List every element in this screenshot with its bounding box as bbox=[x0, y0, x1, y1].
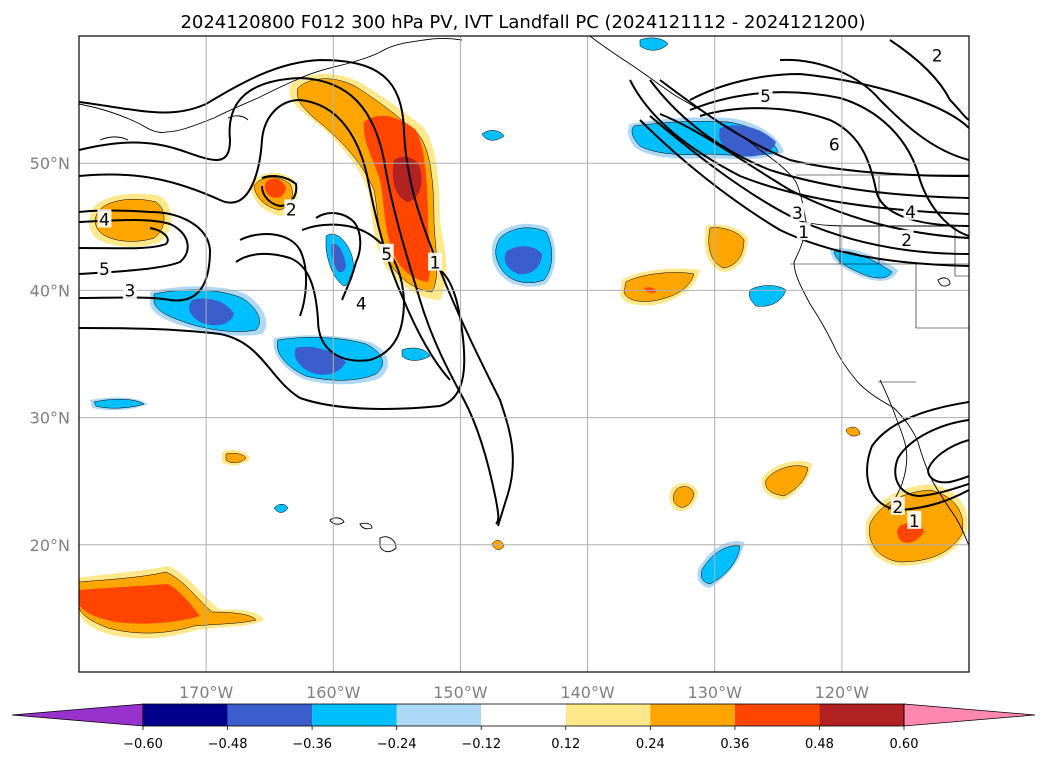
map-frame bbox=[78, 35, 970, 673]
y-tick-label: 20°N bbox=[30, 536, 70, 555]
chart-title: 2024120800 F012 300 hPa PV, IVT Landfall… bbox=[180, 12, 865, 33]
contour-label-bg bbox=[379, 243, 394, 262]
colorbar-segment bbox=[143, 704, 228, 726]
colorbar-tick-label: −0.48 bbox=[208, 737, 248, 752]
positive-anomaly-central bbox=[222, 224, 861, 550]
colorbar-tick-label: 0.24 bbox=[636, 737, 665, 752]
negative-anomaly-central bbox=[90, 37, 669, 513]
contour-label: 2 bbox=[932, 46, 943, 66]
contour-label: 6 bbox=[829, 135, 840, 155]
colorbar-segment bbox=[565, 704, 651, 726]
contour-label-bg bbox=[890, 496, 905, 515]
colorbar-tick-label: −0.24 bbox=[377, 737, 417, 752]
x-tick-label: 120°W bbox=[815, 683, 870, 702]
colorbar-tick-label: 0.48 bbox=[805, 737, 834, 752]
x-tick-label: 150°W bbox=[433, 683, 488, 702]
positive-anomaly-southwest bbox=[79, 566, 264, 639]
y-axis-tick-labels: 20°N 30°N 40°N 50°N bbox=[30, 154, 70, 555]
contour-label: 4 bbox=[99, 210, 110, 230]
contour-label-bg bbox=[899, 229, 914, 248]
colorbar-segment bbox=[396, 704, 482, 726]
colorbar-outline bbox=[142, 703, 905, 727]
colorbar-tick-label: −0.12 bbox=[461, 737, 501, 752]
colorbar-tick-label: 0.12 bbox=[551, 737, 580, 752]
colorbar-tick-label: 0.36 bbox=[720, 737, 749, 752]
map-background bbox=[79, 36, 969, 672]
contour-label-bg bbox=[796, 222, 811, 241]
coastlines bbox=[79, 36, 969, 553]
gridlines bbox=[79, 36, 969, 672]
x-tick-label: 170°W bbox=[179, 683, 234, 702]
contour-label-bg bbox=[97, 259, 112, 278]
contour-label: 1 bbox=[798, 223, 809, 243]
contour-label: 5 bbox=[99, 260, 110, 280]
colorbar-segment bbox=[481, 704, 566, 726]
contour-label: 1 bbox=[909, 512, 920, 532]
contour-label: 2 bbox=[892, 498, 903, 518]
contour-label-bg bbox=[428, 252, 442, 271]
colorbar-segment bbox=[819, 704, 904, 726]
contour-label-bg bbox=[827, 134, 842, 153]
political-borders bbox=[790, 174, 969, 383]
colorbar-tick-label: −0.60 bbox=[123, 737, 163, 752]
contour-label: 3 bbox=[124, 282, 135, 302]
colorbar-segment bbox=[227, 704, 313, 726]
contour-label: 1 bbox=[430, 254, 441, 274]
colorbar-tick-label: −0.36 bbox=[292, 737, 332, 752]
contour-label: 4 bbox=[356, 294, 367, 314]
contour-label-bg bbox=[930, 45, 945, 64]
contour-label: 2 bbox=[286, 200, 297, 220]
contour-label: 5 bbox=[381, 245, 392, 265]
contour-label: 4 bbox=[905, 203, 916, 223]
colorbar-segment bbox=[734, 704, 820, 726]
colorbar-extend-min bbox=[11, 703, 144, 727]
y-tick-label: 40°N bbox=[30, 281, 70, 300]
contour-label-bg bbox=[354, 293, 369, 312]
contour-label-bg bbox=[903, 201, 918, 220]
contour-label-bg bbox=[122, 280, 137, 299]
contour-label: 2 bbox=[901, 231, 912, 251]
contour-label-bg bbox=[907, 510, 922, 529]
x-axis-tick-labels: 170°W 160°W 150°W 140°W 130°W 120°W bbox=[179, 683, 869, 702]
colorbar-segment bbox=[650, 704, 735, 726]
x-tick-label: 130°W bbox=[688, 683, 743, 702]
y-tick-label: 30°N bbox=[30, 409, 70, 428]
contour-label-bg bbox=[790, 203, 805, 222]
colorbar-tick-labels: −0.60 −0.48 −0.36 −0.24 −0.12 0.12 0.24 0.36 0.4… bbox=[123, 737, 918, 752]
contour-label: 5 bbox=[760, 87, 771, 107]
x-tick-label: 160°W bbox=[306, 683, 361, 702]
contour-label-bg bbox=[97, 209, 112, 228]
contour-label-bg bbox=[284, 199, 299, 218]
y-tick-label: 50°N bbox=[30, 154, 70, 173]
colorbar-tick-label: 0.60 bbox=[890, 737, 919, 752]
colorbar-segment bbox=[312, 704, 397, 726]
contour-label: 3 bbox=[792, 204, 803, 224]
pv-contours bbox=[79, 39, 969, 527]
x-tick-label: 140°W bbox=[560, 683, 615, 702]
colorbar bbox=[11, 703, 1036, 730]
colorbar-extend-max bbox=[903, 703, 1036, 727]
contour-label-bg bbox=[758, 86, 773, 105]
